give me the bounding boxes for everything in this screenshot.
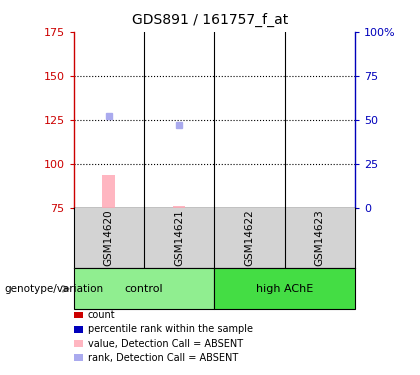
Text: value, Detection Call = ABSENT: value, Detection Call = ABSENT xyxy=(88,339,243,348)
Text: GSM14623: GSM14623 xyxy=(315,210,325,267)
Text: GSM14621: GSM14621 xyxy=(174,210,184,267)
Bar xyxy=(74,268,214,309)
Bar xyxy=(74,340,83,347)
Text: GDS891 / 161757_f_at: GDS891 / 161757_f_at xyxy=(132,13,288,27)
Text: count: count xyxy=(88,310,116,320)
Text: rank, Detection Call = ABSENT: rank, Detection Call = ABSENT xyxy=(88,353,238,363)
Text: percentile rank within the sample: percentile rank within the sample xyxy=(88,324,253,334)
Bar xyxy=(74,354,83,361)
Text: GSM14622: GSM14622 xyxy=(244,210,255,267)
Text: GSM14620: GSM14620 xyxy=(104,210,114,266)
Bar xyxy=(173,206,185,208)
Text: control: control xyxy=(125,284,163,294)
Bar xyxy=(74,312,83,318)
Bar xyxy=(74,326,83,333)
Bar xyxy=(102,175,115,208)
Text: high AChE: high AChE xyxy=(256,284,313,294)
Bar xyxy=(214,268,355,309)
Text: genotype/variation: genotype/variation xyxy=(4,284,103,294)
